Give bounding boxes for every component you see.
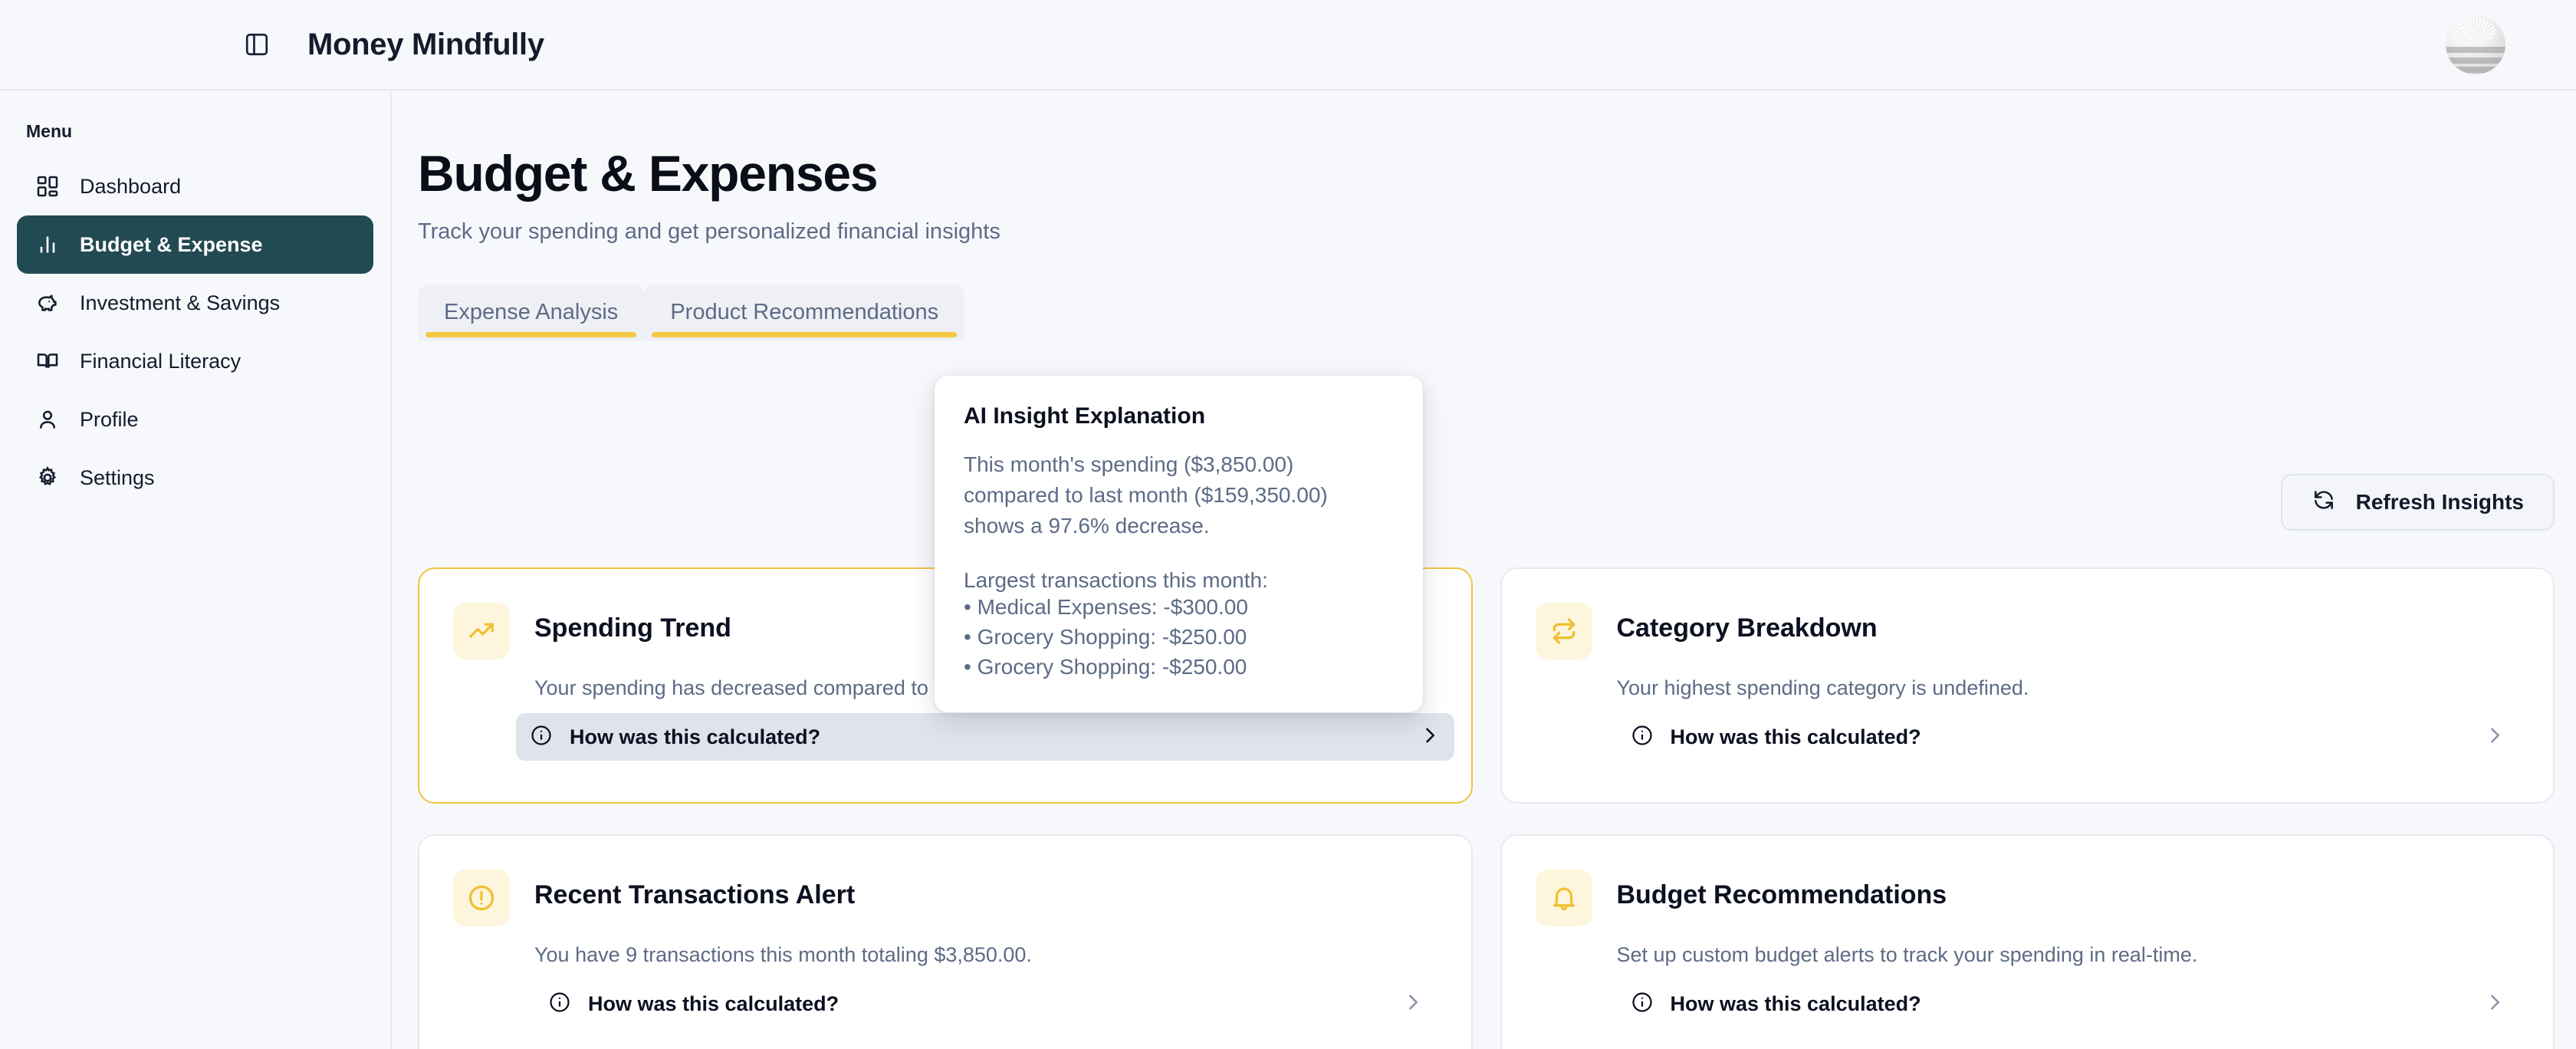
tab-active-underline	[426, 332, 637, 337]
tab-label: Expense Analysis	[444, 300, 619, 324]
sidebar-item-label: Settings	[80, 465, 155, 489]
card-recent-transactions-alert[interactable]: Recent Transactions Alert You have 9 tra…	[418, 834, 1473, 1049]
body-split: Menu Dashboard Budget & Expense	[0, 90, 2576, 1049]
page-subtitle: Track your spending and get personalized…	[418, 219, 1001, 244]
how-was-this-calculated-row[interactable]: How was this calculated?	[534, 980, 1438, 1028]
logo-band	[2446, 58, 2505, 64]
sidebar-item-dashboard[interactable]: Dashboard	[17, 157, 373, 215]
refresh-cw-icon	[2312, 488, 2336, 518]
chevron-right-icon	[2484, 991, 2505, 1017]
refresh-insights-button[interactable]: Refresh Insights	[2280, 474, 2555, 531]
tab-label: Product Recommendations	[670, 300, 939, 324]
bar-chart-icon	[35, 232, 60, 257]
insight-cards-grid: Spending Trend Your spending has decreas…	[418, 567, 2555, 1049]
info-circle-icon	[548, 991, 571, 1018]
sidebar-item-label: Investment & Savings	[80, 291, 281, 314]
refresh-insights-label: Refresh Insights	[2355, 490, 2524, 514]
top-bar: Money Mindfully	[0, 0, 2576, 90]
popover-spacer	[964, 541, 1394, 568]
sidebar-item-label: Budget & Expense	[80, 232, 263, 256]
sidebar-item-investment-savings[interactable]: Investment & Savings	[17, 274, 373, 332]
sidebar-item-profile[interactable]: Profile	[17, 390, 373, 449]
calc-label: How was this calculated?	[570, 725, 821, 748]
popover-list-title: Largest transactions this month:	[964, 568, 1268, 593]
card-description: Set up custom budget alerts to track you…	[1616, 943, 2198, 966]
how-was-this-calculated-row[interactable]: How was this calculated?	[1617, 713, 2520, 761]
card-title: Spending Trend	[534, 613, 731, 643]
user-icon	[35, 407, 60, 432]
sidebar-item-settings[interactable]: Settings	[17, 449, 373, 507]
calc-label: How was this calculated?	[1670, 991, 1921, 1015]
trending-up-icon	[453, 603, 510, 659]
sidebar-item-budget-expense[interactable]: Budget & Expense	[17, 215, 373, 274]
logo-band	[2446, 67, 2505, 73]
popover-list-item: • Grocery Shopping: -$250.00	[964, 624, 1247, 649]
card-title: Budget Recommendations	[1616, 880, 1947, 909]
sidebar-item-label: Financial Literacy	[80, 349, 242, 373]
tab-product-recommendations[interactable]: Product Recommendations	[644, 284, 965, 340]
grid-dashboard-icon	[35, 174, 60, 199]
sidebar-item-label: Dashboard	[80, 174, 182, 198]
panel-left-icon[interactable]	[240, 28, 274, 61]
main-content: Budget & Expenses Track your spending an…	[392, 90, 2576, 1049]
logo-band	[2446, 47, 2505, 53]
calc-left: How was this calculated?	[530, 724, 820, 751]
info-circle-icon	[1631, 991, 1654, 1018]
app-title: Money Mindfully	[307, 27, 544, 61]
tab-active-underline	[652, 332, 958, 337]
logo-dome	[2456, 19, 2496, 42]
info-circle-icon	[1631, 724, 1654, 751]
popover-list-item: • Grocery Shopping: -$250.00	[964, 654, 1247, 679]
sidebar-section-label: Menu	[26, 121, 73, 141]
calc-left: How was this calculated?	[1631, 991, 1921, 1018]
chevron-right-icon	[1419, 725, 1441, 750]
popover-list-item: • Medical Expenses: -$300.00	[964, 595, 1248, 620]
sidebar-item-label: Profile	[80, 407, 139, 431]
card-category-breakdown[interactable]: Category Breakdown Your highest spending…	[1500, 567, 2555, 804]
globe-logo	[2446, 15, 2505, 74]
calc-label: How was this calculated?	[588, 991, 840, 1015]
info-circle-icon	[530, 724, 553, 751]
popover-title: AI Insight Explanation	[964, 403, 1206, 429]
how-was-this-calculated-row[interactable]: How was this calculated?	[1617, 980, 2520, 1028]
card-description: Your highest spending category is undefi…	[1616, 676, 2029, 699]
card-header: Budget Recommendations	[1535, 870, 2520, 926]
gear-icon	[35, 465, 60, 490]
ai-insight-explanation-popover: AI Insight Explanation This month's spen…	[935, 376, 1423, 713]
chevron-right-icon	[2484, 725, 2505, 750]
card-budget-recommendations[interactable]: Budget Recommendations Set up custom bud…	[1500, 834, 2555, 1049]
tab-expense-analysis[interactable]: Expense Analysis	[418, 284, 645, 340]
sidebar-item-financial-literacy[interactable]: Financial Literacy	[17, 332, 373, 390]
piggy-bank-icon	[35, 291, 60, 315]
popover-paragraph: This month's spending ($3,850.00) compar…	[964, 452, 1328, 538]
bell-icon	[1535, 870, 1592, 926]
toolbar-right: Refresh Insights	[2280, 474, 2555, 531]
card-title: Category Breakdown	[1616, 613, 1878, 643]
repeat-icon	[1535, 603, 1592, 659]
calc-label: How was this calculated?	[1670, 725, 1921, 748]
card-header: Recent Transactions Alert	[453, 870, 1438, 926]
calc-left: How was this calculated?	[548, 991, 839, 1018]
chevron-right-icon	[1402, 991, 1424, 1017]
card-title: Recent Transactions Alert	[534, 880, 856, 909]
calc-left: How was this calculated?	[1631, 724, 1921, 751]
page-title: Budget & Expenses	[418, 145, 879, 202]
how-was-this-calculated-row[interactable]: How was this calculated?	[516, 713, 1454, 761]
card-header: Spending Trend	[453, 603, 1438, 659]
tab-bar: Expense Analysis Product Recommendations	[418, 284, 1261, 340]
alert-circle-icon	[453, 870, 510, 926]
book-open-icon	[35, 349, 60, 373]
sidebar: Menu Dashboard Budget & Expense	[0, 90, 392, 1049]
card-description: You have 9 transactions this month total…	[534, 943, 1032, 966]
card-header: Category Breakdown	[1535, 603, 2520, 659]
